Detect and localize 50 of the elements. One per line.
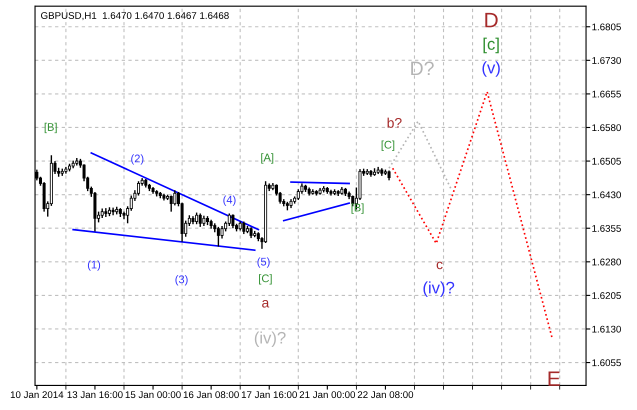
y-tick-label: 1.6130 [592, 326, 621, 333]
annotation: (iv)? [254, 331, 286, 347]
candlestick [388, 170, 391, 182]
y-tick-label: 1.6055 [592, 359, 621, 366]
candlestick [231, 214, 234, 229]
annotation: (4) [223, 196, 236, 206]
annotation: [B] [352, 203, 364, 214]
x-tick-label: 13 Jan 16:00 [68, 391, 123, 398]
y-tick-label: 1.6355 [592, 224, 621, 232]
text: GBPUSD,H1 1.6470 1.6470 1.6467 1.6468 [41, 12, 229, 20]
annotation: [c] [484, 38, 499, 54]
x-tick-label: 17 Jan 16:00 [242, 391, 297, 398]
candlestick [220, 225, 224, 240]
annotation: (3) [175, 275, 188, 286]
candlestick [198, 212, 202, 228]
y-tick-label: 1.6805 [592, 23, 621, 30]
annotation: (2) [131, 154, 144, 165]
y-tick-label: 1.6580 [592, 124, 621, 132]
annotation: (iv)? [423, 281, 454, 297]
annotation: D [485, 12, 498, 28]
x-tick-label: 16 Jan 08:00 [184, 391, 239, 398]
y-tick-label: 1.6430 [592, 191, 621, 198]
annotation: (v) [482, 61, 500, 77]
annotation: a [262, 300, 270, 308]
x-tick-label: 15 Jan 00:00 [126, 391, 181, 398]
candlestick [250, 226, 253, 239]
annotation: (1) [88, 260, 100, 271]
x-tick-label: 22 Jan 08:00 [358, 391, 414, 398]
y-tick-label: 1.6730 [592, 57, 621, 64]
y-tick-label: 1.6655 [592, 90, 621, 98]
candlestick [216, 226, 220, 248]
candlestick [195, 212, 198, 225]
annotation: E [548, 372, 560, 386]
candlestick [100, 208, 104, 219]
y-tick-label: 1.6280 [592, 258, 621, 266]
x-tick-label: 21 Jan 00:00 [300, 391, 356, 398]
annotation: [A] [261, 153, 274, 164]
candlestick [242, 220, 246, 235]
annotation: c [436, 262, 443, 270]
annotation: [C] [259, 274, 272, 284]
annotation: D? [411, 61, 434, 76]
candlestick [170, 194, 173, 212]
x-tick-label: 10 Jan 2014 [10, 391, 64, 398]
annotation: b? [388, 118, 402, 128]
annotation: (5) [257, 257, 270, 268]
y-tick-label: 1.6505 [592, 158, 621, 165]
y-tick-label: 1.6205 [592, 292, 621, 300]
annotation: [C] [382, 140, 394, 151]
annotation: [B] [44, 122, 57, 134]
candlestick [202, 215, 206, 227]
